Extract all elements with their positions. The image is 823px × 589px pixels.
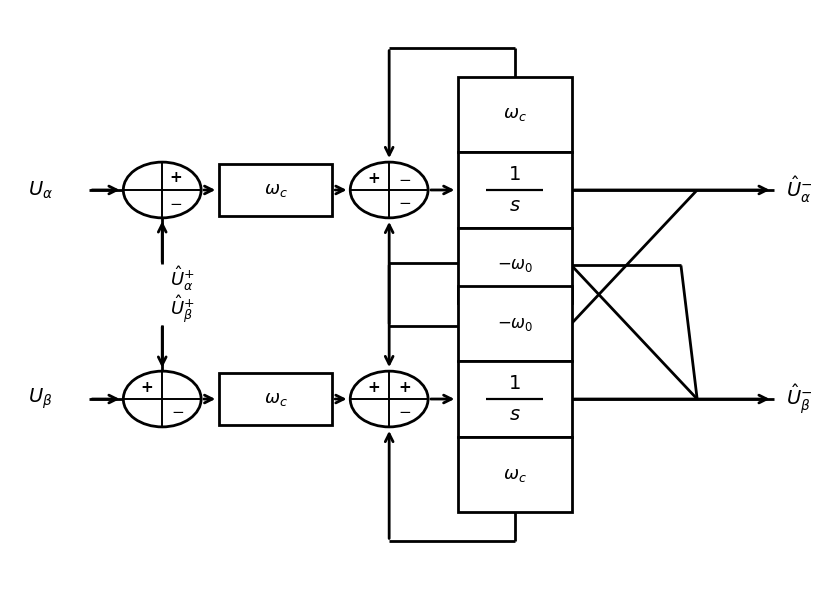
Text: $1$: $1$ [509,165,521,184]
Text: $-\omega_0$: $-\omega_0$ [496,315,533,333]
Bar [458,286,571,361]
Text: +: + [398,380,412,395]
Text: +: + [170,170,182,185]
Bar [219,164,332,216]
Text: +: + [367,380,380,395]
Text: $\hat{U}_{\beta}^{+}$: $\hat{U}_{\beta}^{+}$ [170,293,195,325]
Text: $s$: $s$ [509,405,521,424]
Bar [458,77,571,152]
Text: $-$: $-$ [170,195,183,210]
Text: $\hat{U}_{\alpha}^{+}$: $\hat{U}_{\alpha}^{+}$ [170,264,195,293]
Text: $\omega_c$: $\omega_c$ [503,105,527,124]
Text: $\omega_c$: $\omega_c$ [264,390,287,408]
Bar [219,373,332,425]
Text: $\omega_c$: $\omega_c$ [503,465,527,484]
Text: $U_{\beta}$: $U_{\beta}$ [29,387,53,411]
Bar [458,152,571,228]
Text: $-$: $-$ [398,194,412,209]
Text: +: + [140,380,153,395]
Text: $-$: $-$ [398,403,412,418]
Text: $U_{\alpha}$: $U_{\alpha}$ [29,179,53,201]
Text: $\hat{U}_{\beta}^{-}$: $\hat{U}_{\beta}^{-}$ [786,382,813,416]
Text: $-$: $-$ [171,403,184,418]
Text: $1$: $1$ [509,374,521,393]
Bar [458,361,571,437]
Text: $\hat{U}_{\alpha}^{-}$: $\hat{U}_{\alpha}^{-}$ [786,175,813,205]
Text: $-\omega_0$: $-\omega_0$ [496,256,533,274]
Text: $s$: $s$ [509,196,521,215]
Text: $\omega_c$: $\omega_c$ [264,181,287,199]
Bar [458,437,571,512]
Text: +: + [367,171,380,186]
Bar [458,228,571,303]
Text: $-$: $-$ [398,171,412,186]
